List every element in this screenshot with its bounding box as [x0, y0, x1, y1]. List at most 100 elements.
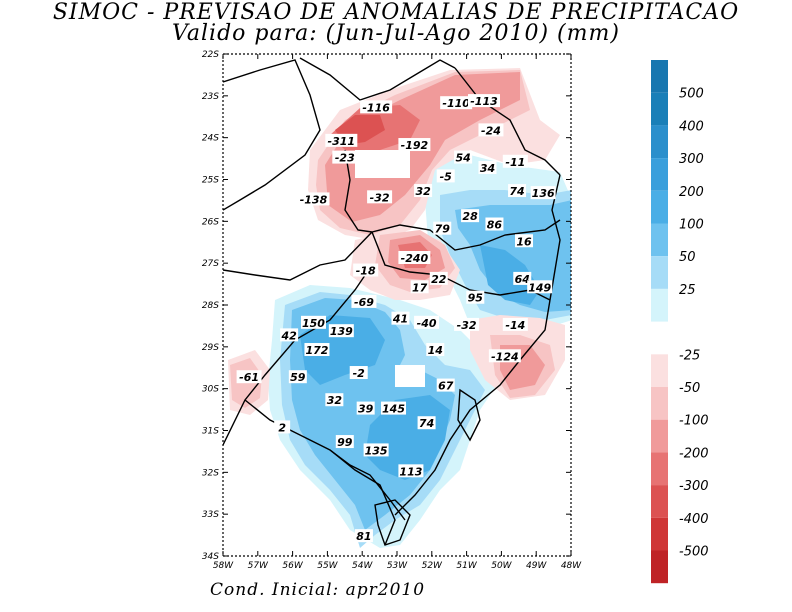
value-label: -32 [457, 319, 477, 332]
colorbar-label: -400 [679, 512, 709, 527]
lagoon-south [374, 499, 411, 546]
value-label-bg [436, 378, 455, 392]
value-label-bg [325, 393, 344, 407]
lat-label: 32S [202, 468, 219, 478]
gap-white-1 [355, 150, 410, 178]
lat-label: 27S [202, 259, 219, 269]
value-label-bg [274, 420, 291, 434]
value-label-bg [360, 100, 393, 114]
value-label-bg [351, 294, 377, 308]
value-label: 136 [532, 187, 555, 200]
colorbar-segment [651, 190, 668, 224]
value-label-bg [433, 221, 452, 235]
lon-label: 55W [317, 561, 338, 571]
value-label-bg [391, 311, 410, 325]
value-label: -23 [335, 152, 355, 165]
value-label-bg [527, 280, 553, 294]
value-label-bg [414, 315, 440, 329]
lon-label: 53W [387, 561, 408, 571]
lat-label: 22S [202, 50, 219, 60]
colorbar-label: -200 [679, 446, 709, 461]
value-label: -138 [300, 193, 328, 206]
border-parana-west [344, 149, 373, 233]
value-label: 42 [280, 329, 297, 342]
colorbar-segment [651, 452, 668, 486]
colorbar-label: 25 [679, 283, 696, 298]
border-argentina [223, 231, 373, 281]
value-label-bg [356, 401, 375, 415]
value-label-bg [468, 94, 500, 108]
value-label-bg [363, 443, 389, 457]
value-label-bg [367, 190, 393, 204]
lat-label: 23S [202, 92, 219, 102]
value-label-bg [335, 435, 354, 449]
lon-label: 57W [248, 561, 269, 571]
value-label: -192 [401, 139, 429, 152]
value-label: 16 [516, 235, 532, 248]
value-label: 139 [330, 325, 353, 338]
value-label: -5 [440, 170, 453, 183]
lon-label: 51W [456, 561, 477, 571]
value-label-bg [236, 370, 262, 384]
value-label: 135 [365, 444, 388, 457]
value-label-bg [297, 192, 330, 206]
value-label-bg [515, 234, 534, 248]
lon-label: 49W [526, 561, 547, 571]
lon-label: 56W [282, 561, 303, 571]
value-label: 28 [462, 210, 478, 223]
value-label-bg [440, 96, 473, 110]
map-title: SIMOC - PREVISAO DE ANOMALIAS DE PRECIPI… [52, 0, 740, 25]
value-label-bg [398, 250, 431, 264]
colorbar-label: -25 [679, 348, 700, 363]
lon-label: 50W [491, 561, 512, 571]
value-label: 74 [509, 185, 524, 198]
value-label-bg [349, 366, 368, 380]
value-label: 54 [455, 152, 470, 165]
value-annotations: -116 -110 -113 -24 -311 -192 -23 54 -11 34 -5 32 74 1… [236, 94, 556, 543]
axis-labels: 22S23S24S25S26S27S28S29S30S31S32S33S34S5… [202, 50, 582, 571]
colorbar-label: -300 [679, 479, 709, 494]
lat-label: 30S [202, 385, 219, 395]
value-label: -113 [470, 95, 498, 108]
value-label: -311 [328, 135, 356, 148]
value-label: 59 [290, 371, 306, 384]
axis-ticks [222, 53, 572, 557]
value-label-bg [502, 317, 528, 331]
map-subtitle: Valido para: (Jun-Jul-Ago 2010) (mm) [172, 21, 620, 46]
value-label: 95 [468, 292, 484, 305]
lon-label: 52W [422, 561, 443, 571]
value-label: -40 [417, 317, 437, 330]
value-label: 17 [412, 281, 428, 294]
value-label-bg [325, 133, 358, 147]
colorbar-segment [651, 288, 668, 322]
value-label-bg [410, 280, 429, 294]
colorbar-label: -50 [679, 381, 700, 396]
value-label: -110 [442, 97, 470, 110]
border-parana-north [299, 57, 456, 101]
value-label: 145 [382, 403, 405, 416]
colorbar-segment [651, 354, 668, 387]
lat-label: 24S [202, 134, 219, 144]
lon-label: 54W [352, 561, 373, 571]
value-label-bg [354, 529, 373, 543]
colorbar-label: -500 [679, 545, 709, 560]
colorbar-label: 400 [679, 119, 704, 134]
value-label-bg [398, 138, 431, 152]
colorbar-segment [651, 550, 668, 584]
colorbar-segment [651, 92, 668, 126]
value-label: 67 [438, 380, 454, 393]
border-paraguay [223, 59, 321, 211]
value-label: 86 [487, 219, 503, 232]
value-label-bg [353, 263, 379, 277]
value-label-bg [454, 150, 473, 164]
value-label-bg [454, 317, 480, 331]
value-label-bg [328, 324, 354, 338]
value-label: 2 [278, 421, 286, 434]
colorbar: 500 400 300 200 100 50 25 -25 -50 -100 -200 -300 -40… [651, 60, 709, 584]
value-label-bg [429, 271, 448, 285]
border-parana-sc [371, 219, 561, 251]
value-label-bg [485, 217, 504, 231]
shade-blue-strong [480, 245, 540, 305]
colorbar-label: 500 [679, 87, 704, 102]
